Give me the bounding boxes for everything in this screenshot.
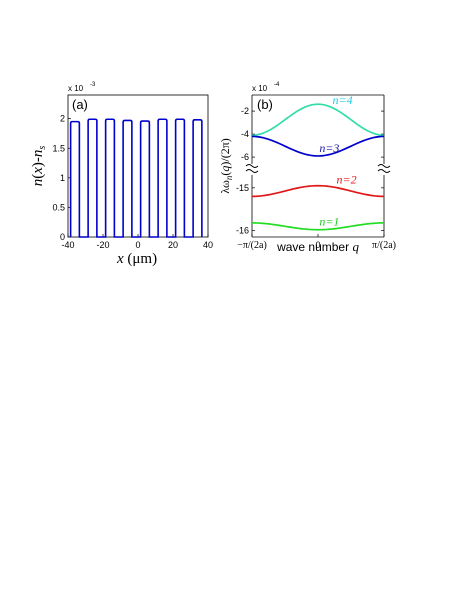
panel-a-ytick-label: 0 <box>60 232 65 242</box>
panel-a-ytick-label: 0.5 <box>52 202 65 212</box>
panel-a-ytick-label: 2 <box>60 114 65 124</box>
panel-b-plot <box>251 103 385 231</box>
panel-b-series-line-n4 <box>251 103 385 137</box>
panel-a-xticks: -40 -20 0 20 40 <box>61 234 213 250</box>
panel-a-label: (a) <box>72 97 88 112</box>
panel-b-series-line-n2 <box>251 184 385 198</box>
panel-b-xlabel: wave number q <box>276 239 359 254</box>
panel-b-ytick-label: -2 <box>241 106 249 116</box>
panel-b-series-label: n=3 <box>319 141 339 155</box>
panel-a-exponent-base: x 10 <box>68 84 84 93</box>
panel-a-ytick-label: 1 <box>60 173 65 183</box>
panel-a-xtick-label: -20 <box>96 240 109 250</box>
panel-a-ytick-label: 1.5 <box>52 143 65 153</box>
panel-b-series-label: n=2 <box>336 173 356 187</box>
panel-b-ytick-label: -6 <box>241 152 249 162</box>
panel-a-ylabel: n(x)-ns <box>30 146 48 187</box>
panel-b-series-line-n3 <box>251 135 385 157</box>
panel-b-ylabel: λωn(q)/(2π) <box>218 138 234 194</box>
axis-break-right-icon <box>377 164 391 173</box>
panel-b-exponent-power: -4 <box>274 82 280 88</box>
panel-a-plot <box>69 118 203 238</box>
panel-b-ytick-label: -15 <box>236 183 249 193</box>
axis-break-left-icon <box>245 164 259 173</box>
panel-b-xtick-label: 0 <box>315 240 320 250</box>
panel-a-xtick-label: 0 <box>135 240 140 250</box>
panel-b: x 10 -4 (b) -2-4-6-15-16 −π/(2a) 0 π/(2a) … <box>218 82 396 254</box>
panel-a-series-line <box>69 118 203 238</box>
panel-a-xtick-label: -40 <box>61 240 74 250</box>
panel-a-xtick-label: 40 <box>203 240 213 250</box>
panel-b-xtick-label: −π/(2a) <box>237 240 267 251</box>
panel-b-xtick-label: π/(2a) <box>372 240 396 251</box>
panel-a-exponent-power: -3 <box>90 82 96 88</box>
panel-b-ytick-label: -4 <box>241 129 249 139</box>
panel-a-xlabel: x (μm) <box>116 251 157 267</box>
panel-b-xticks: −π/(2a) 0 π/(2a) <box>237 234 396 251</box>
panel-b-exponent-base: x 10 <box>252 84 268 93</box>
panel-b-ytick-label: -16 <box>236 226 249 236</box>
panel-b-yticks: -2 -4 -6 -15 -16 <box>236 106 384 236</box>
panel-a: x 10 -3 (a) -40 -20 0 20 40 0 0.5 1 1.5 2 n(x)-n… <box>30 82 213 267</box>
panel-b-series-line-n1 <box>251 222 385 231</box>
panel-b-series-label: n=4 <box>333 93 353 107</box>
panel-a-frame <box>67 94 209 238</box>
panel-a-xtick-label: 20 <box>168 240 178 250</box>
panel-b-label: (b) <box>257 97 273 112</box>
panel-b-series-labels: n=4 n=3 n=2 n=1 <box>319 93 356 229</box>
panel-b-series-label: n=1 <box>319 215 339 229</box>
